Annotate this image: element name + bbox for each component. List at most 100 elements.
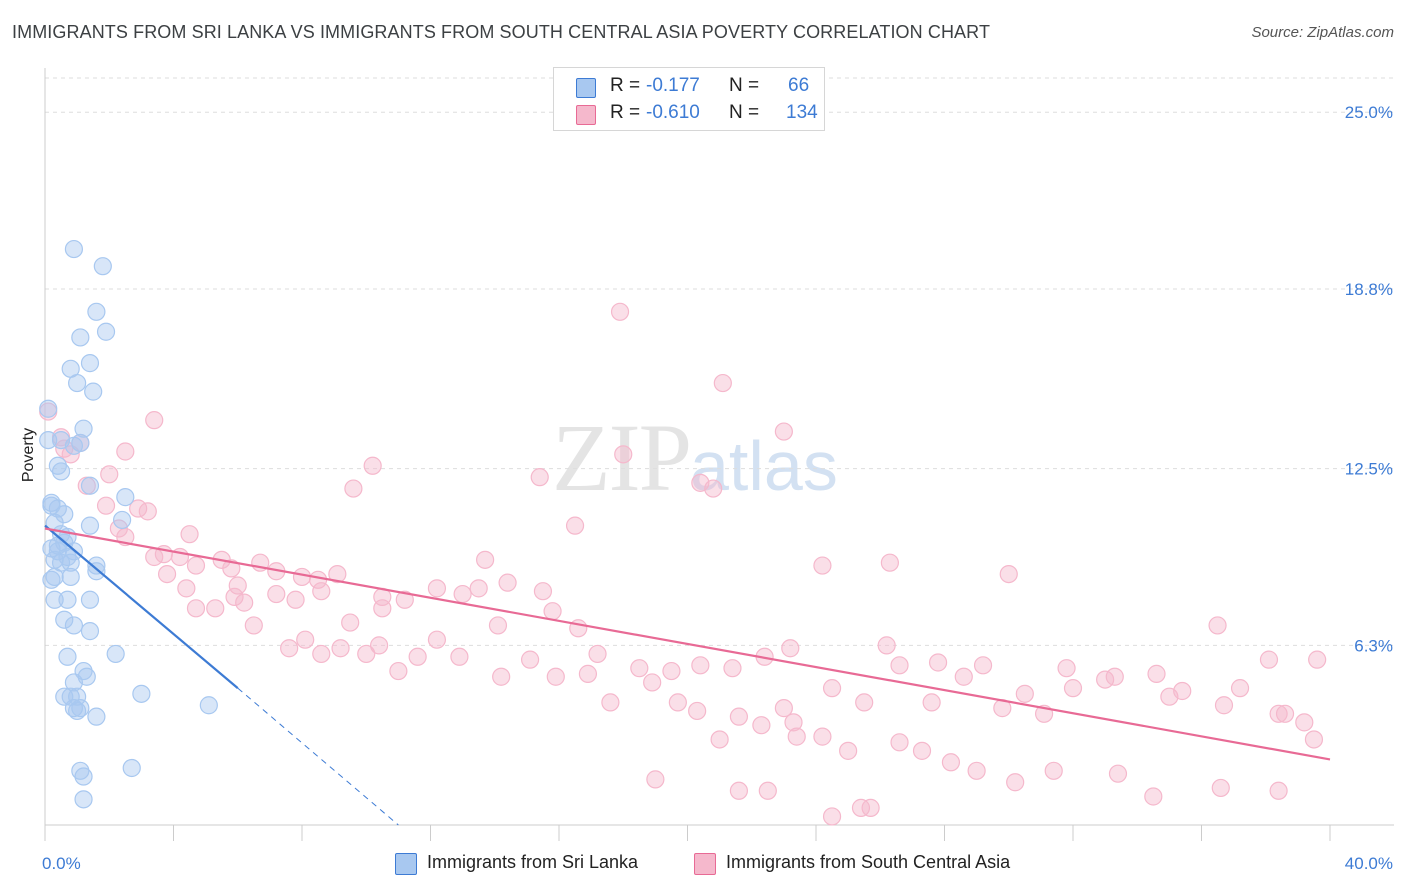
data-point-sri-lanka — [106, 644, 125, 664]
data-point-sri-lanka — [80, 516, 100, 535]
data-point-sri-lanka — [39, 399, 58, 418]
data-point-south-central-asia — [1230, 679, 1250, 698]
data-point-south-central-asia — [877, 636, 896, 655]
data-point-south-central-asia — [890, 733, 909, 752]
data-point-sri-lanka — [55, 687, 74, 706]
data-point-south-central-asia — [186, 556, 206, 575]
data-point-south-central-asia — [546, 667, 565, 686]
data-point-south-central-asia — [543, 602, 562, 621]
y-tick-label: 18.8% — [1345, 280, 1393, 299]
watermark-zip: ZIP — [552, 404, 692, 511]
data-point-south-central-asia — [565, 516, 585, 535]
data-point-sri-lanka — [132, 684, 151, 703]
data-point-south-central-asia — [498, 573, 517, 592]
data-point-sri-lanka — [51, 462, 71, 481]
data-point-south-central-asia — [691, 656, 710, 675]
data-point-south-central-asia — [450, 647, 469, 666]
data-point-sri-lanka — [71, 328, 90, 347]
data-point-south-central-asia — [688, 701, 707, 721]
data-point-south-central-asia — [601, 693, 620, 712]
x-tick-label: 40.0% — [1345, 854, 1393, 873]
data-point-south-central-asia — [861, 798, 880, 817]
data-point-south-central-asia — [363, 456, 382, 475]
data-point-south-central-asia — [758, 781, 777, 800]
data-point-sri-lanka — [42, 570, 61, 589]
legend-n-value: 66 — [788, 75, 810, 96]
data-point-south-central-asia — [235, 593, 254, 612]
data-point-south-central-asia — [292, 567, 312, 587]
data-point-south-central-asia — [177, 579, 196, 598]
legend-n-value: 134 — [786, 102, 818, 123]
data-point-sri-lanka — [87, 562, 106, 581]
data-point-south-central-asia — [228, 576, 247, 595]
data-point-south-central-asia — [427, 579, 447, 598]
data-point-south-central-asia — [1044, 761, 1063, 780]
data-point-south-central-asia — [646, 770, 665, 789]
data-point-sri-lanka — [48, 456, 67, 475]
data-point-south-central-asia — [774, 422, 793, 441]
data-point-south-central-asia — [225, 587, 244, 607]
data-point-south-central-asia — [630, 659, 649, 678]
watermark: ZIPatlas — [552, 402, 838, 513]
legend-n-label: N = — [729, 75, 760, 96]
data-point-south-central-asia — [851, 798, 871, 817]
series-south-central-asia — [39, 302, 1327, 826]
data-point-south-central-asia — [453, 584, 472, 604]
data-point-south-central-asia — [1096, 670, 1115, 689]
data-point-sri-lanka — [58, 647, 77, 666]
data-point-south-central-asia — [610, 302, 630, 321]
data-point-south-central-asia — [813, 556, 832, 575]
data-point-sri-lanka — [87, 556, 106, 575]
data-point-south-central-asia — [1147, 664, 1166, 683]
data-point-south-central-asia — [662, 661, 681, 681]
chart-title: IMMIGRANTS FROM SRI LANKA VS IMMIGRANTS … — [12, 22, 991, 42]
data-point-sri-lanka — [68, 687, 87, 706]
data-point-south-central-asia — [1269, 704, 1288, 723]
data-point-sri-lanka — [93, 257, 112, 276]
data-point-south-central-asia — [1304, 730, 1324, 749]
data-point-sri-lanka — [68, 373, 87, 393]
trend-line-south-central-asia — [44, 527, 1331, 761]
data-point-south-central-asia — [643, 673, 662, 692]
legend-swatch-blue — [395, 853, 417, 875]
data-point-south-central-asia — [244, 616, 263, 635]
legend-r-value: -0.177 — [646, 75, 700, 96]
data-point-sri-lanka — [45, 590, 64, 609]
data-point-south-central-asia — [890, 656, 909, 675]
legend-n-label: N = — [729, 102, 760, 123]
legend-swatch-blue — [576, 78, 596, 98]
data-point-south-central-asia — [1295, 713, 1314, 732]
data-point-south-central-asia — [973, 656, 993, 675]
data-point-sri-lanka — [71, 761, 90, 780]
data-point-south-central-asia — [713, 373, 732, 393]
source-label: Source: ZipAtlas.com — [1251, 24, 1394, 41]
data-point-south-central-asia — [1214, 696, 1234, 715]
grid-lines — [45, 77, 1394, 646]
data-point-south-central-asia — [912, 741, 932, 760]
data-point-sri-lanka — [122, 758, 141, 778]
data-point-sri-lanka — [48, 536, 67, 555]
data-point-south-central-asia — [781, 639, 800, 658]
data-point-south-central-asia — [1308, 650, 1327, 669]
legend-r-label: R = — [610, 75, 641, 96]
data-point-south-central-asia — [280, 639, 299, 658]
data-point-sri-lanka — [199, 696, 218, 715]
data-point-south-central-asia — [723, 659, 742, 678]
series-sri-lanka — [39, 239, 218, 809]
data-point-south-central-asia — [533, 582, 553, 601]
trend-line-sri-lanka — [44, 524, 239, 689]
data-point-sri-lanka — [80, 476, 100, 495]
y-tick-label: 25.0% — [1345, 103, 1393, 122]
data-point-south-central-asia — [469, 579, 488, 598]
data-point-south-central-asia — [822, 807, 842, 826]
data-point-sri-lanka — [74, 419, 93, 438]
data-point-sri-lanka — [58, 590, 77, 609]
data-point-sri-lanka — [112, 510, 132, 530]
data-point-south-central-asia — [614, 445, 633, 464]
data-point-south-central-asia — [941, 753, 961, 772]
data-point-sri-lanka — [74, 767, 93, 786]
data-point-sri-lanka — [42, 496, 61, 515]
data-point-sri-lanka — [61, 553, 80, 572]
data-point-south-central-asia — [116, 442, 135, 461]
data-point-south-central-asia — [157, 564, 177, 584]
